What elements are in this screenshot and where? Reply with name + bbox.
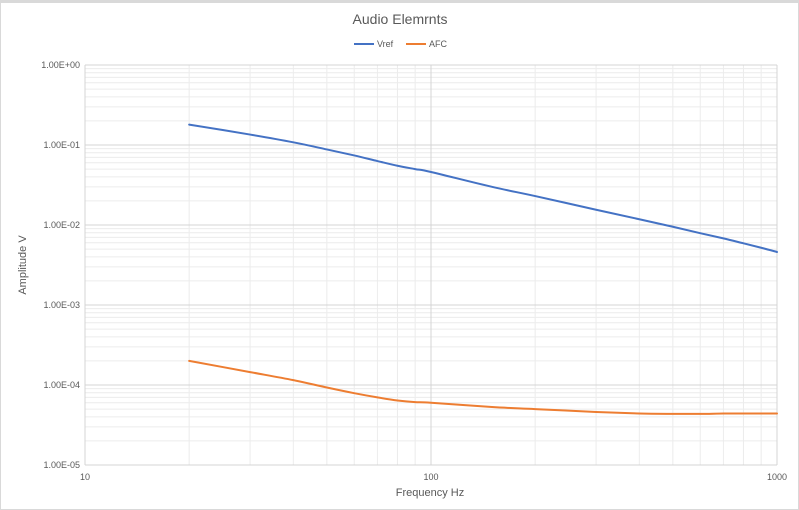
legend-label-vref: Vref (377, 39, 394, 49)
y-tick-labels: 1.00E+00 1.00E-01 1.00E-02 1.00E-03 1.00E-04… (41, 60, 80, 470)
y-axis-label: Amplitude V (17, 235, 29, 295)
x-tick-label: 1000 (767, 472, 787, 482)
series-line-vref (188, 123, 778, 253)
y-tick-label: 1.00E-01 (43, 140, 80, 150)
y-tick-label: 1.00E-03 (43, 300, 80, 310)
legend: Vref AFC (354, 39, 448, 49)
grid (84, 64, 778, 466)
x-axis-label: Frequency Hz (396, 487, 464, 499)
y-tick-label: 1.00E-02 (43, 220, 80, 230)
chart-title: Audio Elemrnts (353, 11, 448, 27)
y-tick-label: 1.00E-05 (43, 460, 80, 470)
y-tick-label: 1.00E+00 (41, 60, 80, 70)
series-line-afc (188, 359, 778, 415)
x-tick-label: 100 (423, 472, 438, 482)
x-tick-labels: 10 100 1000 (80, 472, 787, 482)
series-lines (188, 123, 778, 415)
legend-label-afc: AFC (429, 39, 448, 49)
y-tick-label: 1.00E-04 (43, 380, 80, 390)
x-tick-label: 10 (80, 472, 90, 482)
